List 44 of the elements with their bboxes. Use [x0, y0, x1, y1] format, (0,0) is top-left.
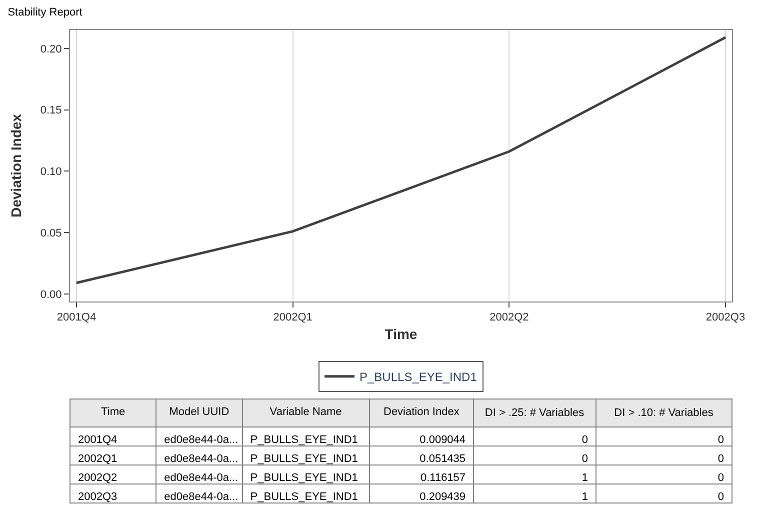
y-tick-label: 0.00 — [40, 288, 62, 301]
text: 0 — [718, 434, 724, 446]
text: P_BULLS_EYE_IND1 — [250, 472, 358, 484]
text: 0 — [718, 453, 724, 466]
text: ed0e8e44-0a... — [164, 453, 238, 466]
text: 0.116157 — [420, 472, 466, 484]
text: Variable Name — [270, 406, 342, 418]
text: Time — [101, 406, 126, 418]
text: ed0e8e44-0a... — [164, 491, 238, 504]
text: P_BULLS_EYE_IND1 — [250, 491, 358, 504]
text: P_BULLS_EYE_IND1 — [250, 453, 358, 466]
text: 0.051435 — [420, 453, 466, 466]
y-tick-label: 0.15 — [40, 104, 62, 117]
text: 1 — [582, 472, 588, 484]
text: 0 — [718, 491, 724, 504]
x-tick-label: 2002Q3 — [706, 312, 746, 324]
text: 0.209439 — [420, 491, 466, 504]
legend-label: P_BULLS_EYE_IND1 — [360, 370, 478, 384]
chart-title: Stability Report — [8, 6, 82, 18]
text: DI > .25: # Variables — [484, 406, 585, 419]
x-axis-title: Time — [384, 326, 418, 342]
text: ed0e8e44-0a... — [164, 434, 238, 446]
category-label: 2002Q1 — [78, 453, 118, 466]
y-tick-label: 0.10 — [40, 166, 62, 178]
category-label: 2002Q2 — [78, 472, 118, 484]
text: 0 — [718, 472, 724, 484]
category-label: 2001Q4 — [78, 434, 118, 446]
y-tick-label: 0.20 — [40, 43, 62, 56]
text: ed0e8e44-0a... — [164, 472, 238, 484]
x-tick-label: 2002Q2 — [490, 312, 529, 324]
text: 1 — [582, 491, 588, 504]
y-axis-title: Deviation Index — [8, 114, 24, 218]
text: DI > .10: # Variables — [614, 406, 714, 419]
text: 0.009044 — [420, 434, 466, 446]
x-tick-label: 2001Q4 — [56, 312, 96, 324]
text: 0 — [582, 453, 588, 466]
text: Model UUID — [169, 406, 230, 418]
x-tick-label: 2002Q1 — [273, 312, 312, 324]
y-tick-label: 0.05 — [40, 227, 62, 240]
text: Deviation Index — [383, 406, 460, 418]
text: 0 — [582, 434, 588, 446]
line-series — [75, 36, 727, 284]
text: P_BULLS_EYE_IND1 — [250, 434, 358, 446]
category-label: 2002Q3 — [78, 491, 118, 504]
